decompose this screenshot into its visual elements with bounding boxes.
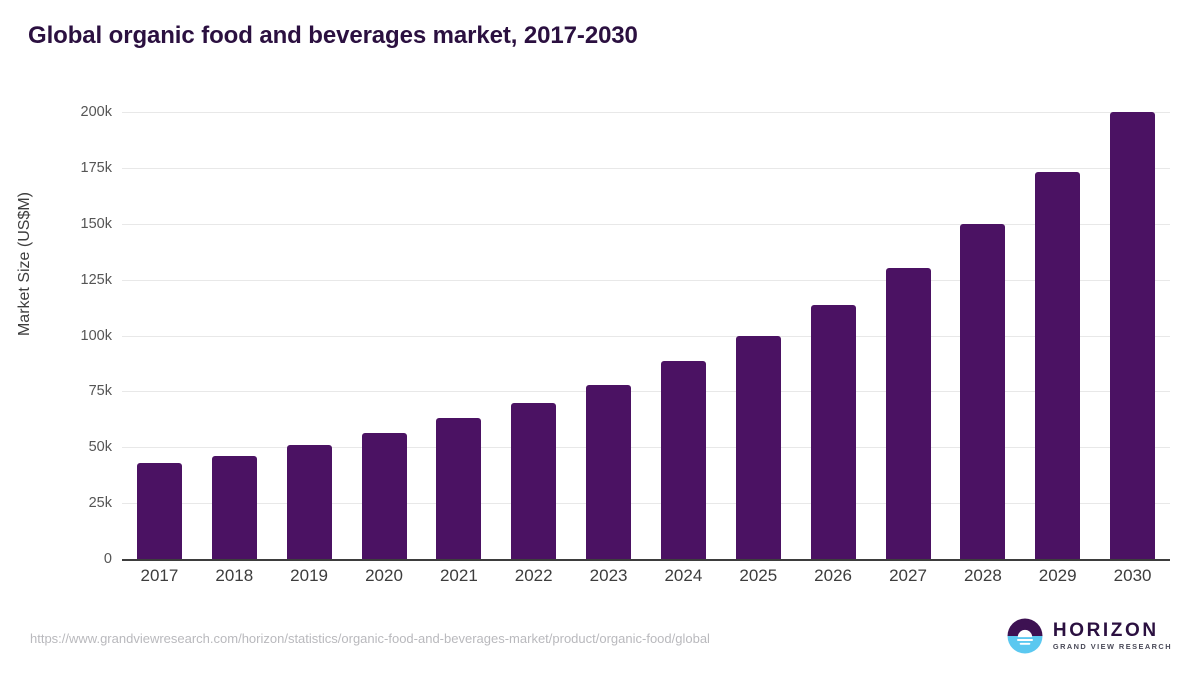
gridline: [122, 279, 1170, 281]
x-axis-tick-label-2028: 2028: [963, 566, 1002, 585]
bar-2022[interactable]: [511, 402, 557, 559]
bar-2024[interactable]: [660, 360, 706, 559]
x-axis-tick-label-2019: 2019: [290, 566, 328, 585]
y-axis-tick-label: 0: [103, 551, 112, 567]
y-axis-tick-label: 125k: [80, 271, 112, 288]
y-axis-tick-labels: 0 25k 50k 75k 100k 125k 150k 175k 200k: [22, 104, 112, 567]
y-axis-tick-label: 25k: [88, 495, 112, 512]
y-axis-tick-label: 50k: [88, 439, 112, 456]
page-title: Global organic food and beverages market…: [28, 22, 638, 49]
logo-wordmark: HORIZON: [1052, 620, 1159, 642]
y-axis-tick-label: 150k: [80, 215, 112, 232]
gridline: [122, 223, 1170, 225]
gridline: [122, 112, 1170, 113]
y-axis-tick-label: 100k: [80, 327, 112, 344]
y-axis-tick-label: 75k: [88, 383, 112, 400]
logo-tagline: GRAND VIEW RESEARCH: [1052, 642, 1172, 652]
plot-area: [122, 112, 1170, 561]
source-url[interactable]: https://www.grandviewresearch.com/horizo…: [30, 631, 710, 646]
bar-2021[interactable]: [436, 418, 482, 559]
y-axis-tick-label: 175k: [80, 159, 112, 176]
x-axis-tick-label-2022: 2022: [514, 566, 553, 585]
x-axis-line: [122, 559, 1170, 561]
x-axis-tick-label-2020: 2020: [365, 566, 403, 585]
x-axis-tick-labels: 2017 2018 2019 2020 2021 2022 2023 2024 2025 2026…: [122, 566, 1170, 592]
x-axis-tick-label-2021: 2021: [439, 566, 478, 585]
bar-2028[interactable]: [960, 223, 1006, 559]
gridline: [122, 503, 1170, 505]
x-axis-tick-label-2029: 2029: [1038, 566, 1077, 585]
x-axis-tick-label-2024: 2024: [664, 566, 703, 585]
x-axis-tick-label-2026: 2026: [814, 566, 852, 585]
x-axis-tick-label-2027: 2027: [889, 566, 927, 585]
bar-2020[interactable]: [361, 433, 407, 559]
bar-2017[interactable]: [136, 462, 182, 559]
y-axis-tick-label: 200k: [80, 104, 112, 120]
x-axis-tick-label-2018: 2018: [215, 566, 254, 585]
bar-2018[interactable]: [211, 456, 257, 559]
x-axis-tick-label-2030: 2030: [1113, 566, 1152, 585]
bar-2029[interactable]: [1035, 172, 1081, 559]
brand-logo[interactable]: HORIZON GRAND VIEW RESEARCH: [1006, 617, 1172, 655]
horizon-sun-circle-icon: [1007, 618, 1043, 654]
gridline: [122, 335, 1170, 337]
gridline: [122, 167, 1170, 169]
gridline: [122, 391, 1170, 393]
x-axis-tick-label-2025: 2025: [739, 566, 778, 585]
bar-2019[interactable]: [286, 445, 332, 559]
logo-text: HORIZON GRAND VIEW RESEARCH: [1053, 621, 1172, 650]
bar-2025[interactable]: [735, 335, 781, 559]
bar-2023[interactable]: [586, 384, 632, 559]
gridline: [122, 447, 1170, 449]
x-axis-tick-label-2023: 2023: [589, 566, 628, 585]
bar-2030[interactable]: [1110, 112, 1156, 559]
bar-2027[interactable]: [885, 268, 931, 559]
bar-2026[interactable]: [810, 304, 856, 559]
x-axis-tick-label-2017: 2017: [140, 566, 179, 585]
